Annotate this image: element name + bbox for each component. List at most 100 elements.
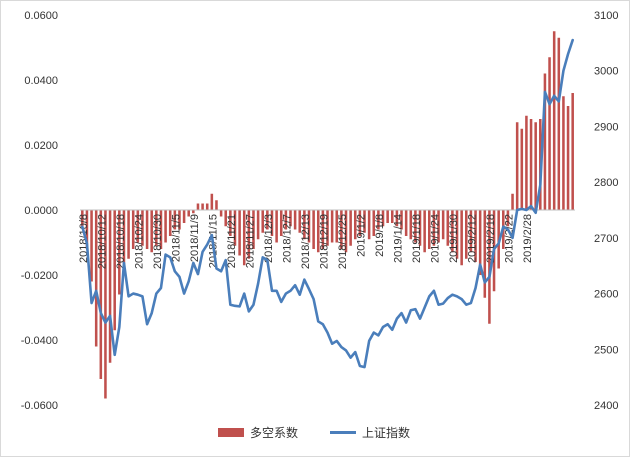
bar-32 [229, 210, 232, 236]
left-tick-label: 0.0200 [24, 140, 58, 152]
left-tick-label: 0.0600 [24, 10, 58, 22]
bar-88 [488, 210, 491, 324]
left-axis: 0.0600 0.0400 0.0200 0.0000 -0.0200 -0.0400 -0… [21, 10, 58, 412]
x-tick-label: 2019/1/8 [374, 214, 386, 257]
bar-85 [474, 210, 477, 262]
bar-25 [196, 203, 200, 210]
bar-100 [543, 73, 547, 210]
bar-58 [349, 210, 352, 246]
bar-96 [525, 115, 528, 210]
x-tick-label: 2018/12/13 [300, 214, 312, 269]
bar-13 [141, 210, 144, 246]
bar-59 [353, 210, 357, 240]
x-tick-label: 2018/10/30 [152, 214, 164, 269]
bar-43 [279, 210, 283, 236]
bar-10 [127, 210, 130, 259]
x-tick-label: 2018/12/19 [318, 214, 330, 269]
legend-swatch-bar [218, 428, 244, 437]
bar-106 [571, 93, 574, 210]
x-tick-label: 2019/1/30 [448, 214, 460, 263]
bar-66 [386, 210, 389, 223]
bar-75 [428, 210, 431, 249]
x-tick-label: 2018/12/25 [337, 214, 349, 269]
x-tick-label: 2018/12/3 [263, 214, 275, 263]
bar-22 [182, 210, 186, 223]
bar-64 [377, 210, 380, 230]
bar-49 [307, 210, 311, 243]
bar-50 [312, 210, 315, 249]
bar-54 [330, 210, 334, 243]
bar-55 [335, 210, 339, 243]
bar-4 [99, 210, 103, 379]
bar-80 [451, 210, 454, 253]
bar-72 [414, 210, 417, 243]
bar-61 [363, 210, 366, 233]
bar-53 [326, 210, 329, 246]
x-tick-label: 2019/2/28 [522, 214, 534, 263]
bar-97 [529, 119, 533, 210]
bar-103 [557, 37, 561, 210]
bar-18 [164, 210, 167, 243]
bar-series [81, 31, 574, 399]
x-tick-label: 2018/11/9 [189, 214, 201, 262]
bar-9 [122, 210, 126, 272]
bar-15 [150, 210, 153, 253]
right-axis: 3100 3000 2900 2800 2700 2600 2500 2400 [594, 10, 618, 412]
bar-26 [201, 203, 204, 210]
bar-37 [252, 210, 255, 249]
bar-78 [441, 210, 445, 240]
bar-38 [256, 210, 260, 240]
bar-87 [483, 210, 487, 298]
right-tick-label: 2900 [594, 121, 618, 133]
left-tick-label: -0.0200 [21, 270, 58, 282]
bar-19 [168, 210, 172, 236]
right-tick-label: 2700 [594, 233, 618, 245]
bar-2 [90, 210, 93, 282]
bar-71 [409, 210, 413, 240]
bar-45 [289, 210, 292, 227]
bar-93 [511, 193, 514, 210]
bar-60 [358, 210, 362, 236]
bar-41 [270, 210, 274, 236]
bar-0 [81, 210, 84, 227]
left-tick-label: -0.0400 [21, 335, 58, 347]
bar-29 [215, 200, 218, 210]
bar-21 [178, 210, 181, 230]
bar-92 [506, 210, 510, 227]
right-tick-label: 2400 [594, 400, 618, 412]
bar-34 [238, 210, 241, 256]
bar-24 [192, 210, 195, 214]
bar-77 [437, 210, 440, 243]
x-tick-label: 2018/10/18 [115, 214, 127, 269]
bar-67 [390, 210, 394, 223]
bar-23 [187, 210, 190, 217]
legend: 多空系数 上证指数 [218, 425, 410, 440]
bar-16 [155, 210, 158, 246]
bar-1 [85, 210, 89, 249]
x-tick-label: 2018/10/12 [96, 214, 108, 269]
bar-7 [113, 210, 116, 331]
x-tick-label: 2018/10/24 [133, 214, 145, 269]
bar-65 [381, 210, 385, 227]
bar-5 [104, 210, 107, 399]
bar-84 [469, 210, 473, 253]
bar-94 [515, 122, 519, 210]
x-tick-label: 2018/11/21 [226, 214, 238, 268]
x-tick-label: 2019/1/24 [429, 214, 441, 263]
bar-35 [242, 210, 246, 266]
bar-30 [219, 210, 223, 217]
bar-20 [173, 210, 177, 230]
bar-28 [210, 193, 214, 210]
bar-101 [548, 57, 551, 210]
bar-17 [159, 210, 163, 249]
bar-98 [534, 122, 537, 210]
legend-label-bar: 多空系数 [250, 425, 298, 440]
bar-73 [418, 210, 422, 246]
bar-47 [298, 210, 302, 233]
legend-label-line: 上证指数 [362, 425, 410, 440]
bar-95 [520, 128, 524, 210]
x-tick-label: 2019/2/12 [466, 214, 478, 263]
x-tick-label: 2018/11/27 [244, 214, 256, 268]
bar-36 [247, 210, 251, 259]
